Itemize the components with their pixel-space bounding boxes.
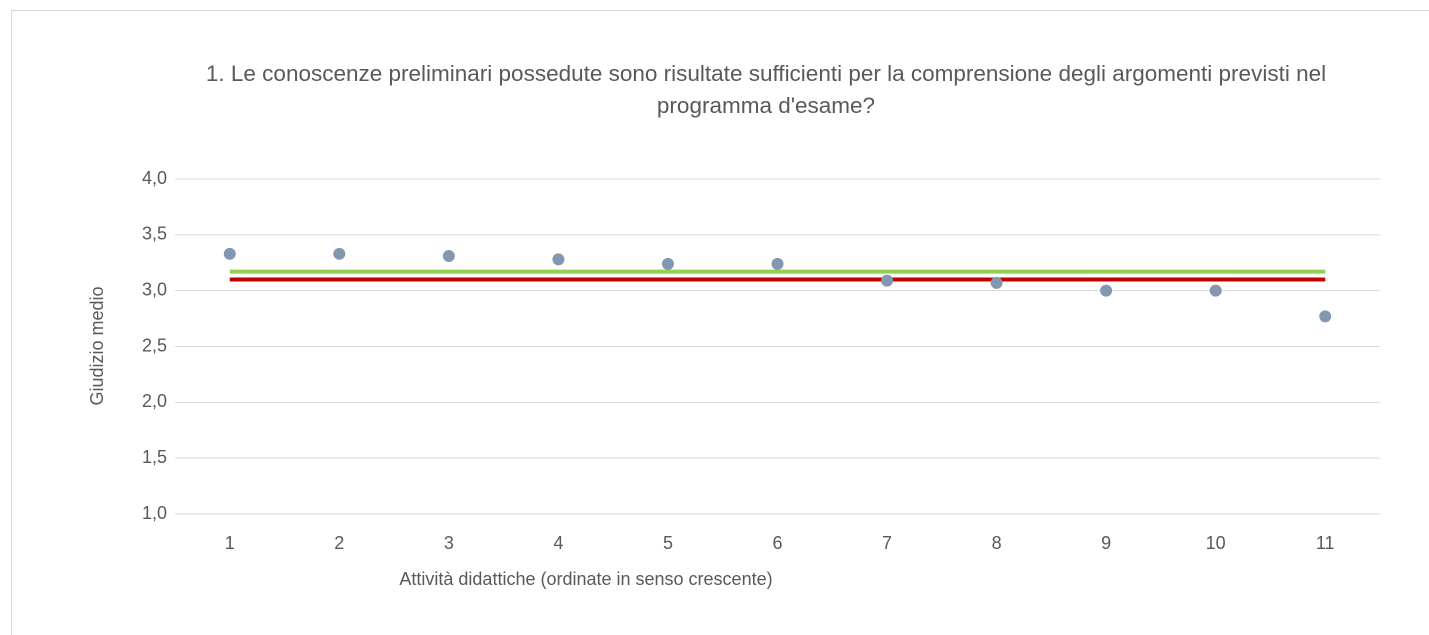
point — [223, 247, 236, 260]
x-tick-label: 6 — [772, 533, 782, 553]
x-axis-label: Attività didattiche (ordinate in senso c… — [399, 569, 772, 589]
point — [552, 253, 565, 266]
x-tick-label: 8 — [992, 533, 1002, 553]
y-tick-label: 2,5 — [142, 335, 167, 355]
y-tick-label: 4,0 — [142, 168, 167, 188]
x-tick-label: 9 — [1101, 533, 1111, 553]
x-tick-label: 3 — [444, 533, 454, 553]
x-tick-label: 10 — [1206, 533, 1226, 553]
y-tick-label: 3,5 — [142, 224, 167, 244]
point — [771, 257, 784, 270]
point — [333, 247, 346, 260]
chart-border — [11, 10, 1429, 635]
point — [1100, 284, 1113, 297]
y-tick-label: 1,0 — [142, 503, 167, 523]
y-tick-label: 3,0 — [142, 279, 167, 299]
x-tick-label: 2 — [334, 533, 344, 553]
point — [990, 276, 1003, 289]
x-tick-label: 5 — [663, 533, 673, 553]
point — [442, 250, 455, 263]
point — [1319, 310, 1332, 323]
chart-title: 1. Le conoscenze preliminari possedute s… — [205, 61, 1327, 118]
x-tick-label: 1 — [225, 533, 235, 553]
x-tick-label: 4 — [553, 533, 563, 553]
point — [661, 257, 674, 270]
point — [881, 274, 894, 287]
y-tick-label: 2,0 — [142, 391, 167, 411]
y-axis-label: Giudizio medio — [87, 286, 107, 405]
y-tick-label: 1,5 — [142, 447, 167, 467]
x-tick-label: 11 — [1316, 533, 1335, 553]
point — [1209, 284, 1222, 297]
x-tick-label: 7 — [882, 533, 892, 553]
